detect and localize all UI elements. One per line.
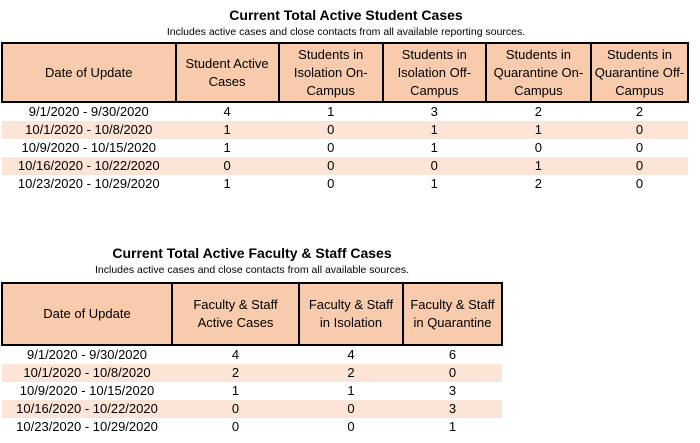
cell-value: 1 (448, 419, 457, 434)
col-header-staff-isolation: Faculty & Staff in Isolation (298, 282, 404, 346)
col-header-staff-quarantine: Faculty & Staff in Quarantine (402, 282, 503, 346)
student-cases-subtitle: Includes active cases and close contacts… (166, 26, 526, 38)
col-header-date: Date of Update (1, 42, 177, 103)
cell-date: 10/16/2020 - 10/22/2020 (2, 157, 176, 175)
table-row: 10/1/2020 - 10/8/2020 1 0 1 1 0 (2, 121, 688, 139)
cell-value: 3 (403, 400, 502, 418)
col-header-student-active-cases: Student Active Cases (174, 42, 280, 103)
cell-value: 3 (448, 383, 457, 398)
cell-value: 0 (534, 140, 543, 155)
cell-value: 0 (635, 176, 644, 191)
cell-value: 1 (223, 140, 231, 155)
col-header-isolation-off-campus: Students in Isolation Off-Campus (381, 42, 487, 103)
cell-value: 0 (278, 121, 383, 139)
cell-value: 0 (278, 157, 383, 175)
cell-value: 0 (175, 157, 279, 175)
cell-date: 10/9/2020 - 10/15/2020 (19, 383, 155, 398)
cell-value: 0 (172, 400, 299, 418)
table-row: 10/1/2020 - 10/8/2020 2 2 0 (2, 364, 502, 382)
table-row: 9/1/2020 - 9/30/2020 4 1 3 2 2 (2, 102, 688, 121)
cell-value: 1 (382, 121, 486, 139)
cell-value: 0 (590, 157, 688, 175)
col-header-staff-active-cases: Faculty & Staff Active Cases (171, 282, 300, 346)
cell-value: 0 (231, 419, 240, 434)
table-row: 9/1/2020 - 9/30/2020 4 4 6 (2, 345, 502, 364)
cell-value: 3 (430, 104, 438, 119)
cell-date: 10/23/2020 - 10/29/2020 (16, 419, 158, 434)
cell-value: 1 (347, 383, 355, 398)
cell-value: 1 (175, 121, 279, 139)
cell-value: 2 (299, 364, 403, 382)
cell-value: 2 (635, 104, 644, 119)
table-header-row: Date of Update Faculty & Staff Active Ca… (1, 282, 503, 346)
col-header-quarantine-on-campus: Students in Quarantine On-Campus (484, 42, 592, 103)
cell-value: 2 (534, 104, 543, 119)
cell-value: 1 (223, 176, 231, 191)
cell-value: 1 (485, 121, 591, 139)
col-header-quarantine-off-campus: Students in Quarantine Off-Campus (589, 42, 690, 103)
cell-value: 1 (231, 383, 240, 398)
table-row: 10/23/2020 - 10/29/2020 1 0 1 2 0 (2, 175, 688, 193)
cell-value: 0 (403, 364, 502, 382)
cell-value: 0 (327, 176, 335, 191)
table-row: 10/9/2020 - 10/15/2020 1 0 1 0 0 (2, 139, 688, 157)
col-header-isolation-on-campus: Students in Isolation On-Campus (277, 42, 384, 103)
cell-value: 0 (382, 157, 486, 175)
staff-cases-title: Current Total Active Faculty & Staff Cas… (112, 245, 392, 261)
cell-value: 2 (172, 364, 299, 382)
table-row: 10/23/2020 - 10/29/2020 0 0 1 (2, 418, 502, 436)
student-cases-table: Date of Update Student Active Cases Stud… (1, 42, 690, 193)
cell-date: 10/1/2020 - 10/8/2020 (2, 121, 176, 139)
cell-value: 0 (590, 121, 688, 139)
cell-value: 6 (448, 347, 457, 362)
staff-cases-table: Date of Update Faculty & Staff Active Ca… (1, 282, 503, 436)
table-header-row: Date of Update Student Active Cases Stud… (1, 42, 690, 103)
cell-value: 2 (534, 176, 543, 191)
cell-date: 9/1/2020 - 9/30/2020 (27, 347, 147, 362)
cell-value: 0 (299, 400, 403, 418)
table-row: 10/16/2020 - 10/22/2020 0 0 0 1 0 (2, 157, 688, 175)
cell-value: 4 (223, 104, 231, 119)
cell-date: 9/1/2020 - 9/30/2020 (28, 104, 149, 119)
cell-date: 10/23/2020 - 10/29/2020 (17, 176, 160, 191)
cell-value: 1 (485, 157, 591, 175)
cell-value: 0 (347, 419, 355, 434)
cell-value: 4 (231, 347, 240, 362)
cell-value: 4 (347, 347, 355, 362)
cell-date: 10/9/2020 - 10/15/2020 (21, 140, 156, 155)
cell-date: 10/16/2020 - 10/22/2020 (2, 400, 172, 418)
cell-date: 10/1/2020 - 10/8/2020 (2, 364, 172, 382)
cell-value: 0 (327, 140, 335, 155)
cell-value: 1 (430, 140, 438, 155)
cell-value: 0 (635, 140, 644, 155)
cell-value: 1 (327, 104, 335, 119)
table-row: 10/9/2020 - 10/15/2020 1 1 3 (2, 382, 502, 400)
col-header-date: Date of Update (1, 282, 173, 346)
cell-value: 1 (430, 176, 438, 191)
table-row: 10/16/2020 - 10/22/2020 0 0 3 (2, 400, 502, 418)
student-cases-title: Current Total Active Student Cases (229, 7, 463, 23)
staff-cases-subtitle: Includes active cases and close contacts… (95, 264, 409, 276)
